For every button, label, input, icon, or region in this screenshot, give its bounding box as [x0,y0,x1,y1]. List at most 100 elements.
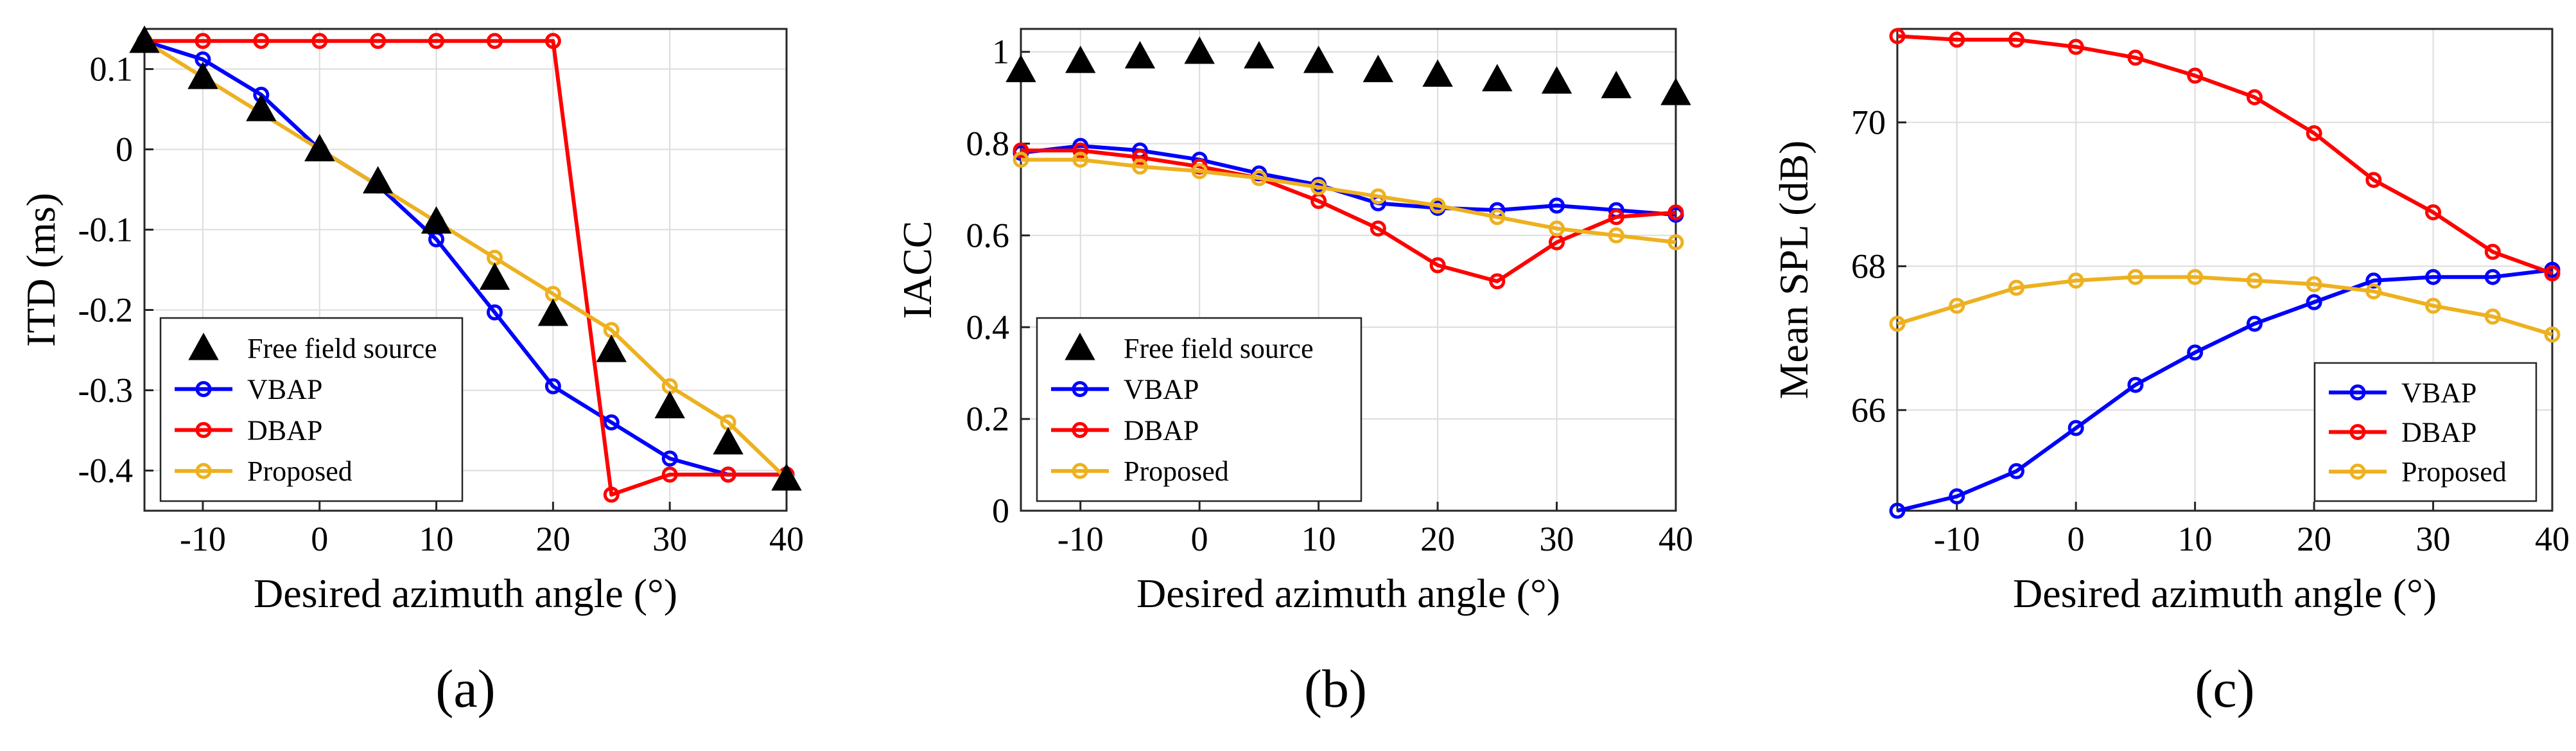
y-tick-label: -0.2 [78,291,133,330]
x-tick-label: -10 [180,520,226,558]
data-point [2425,297,2442,314]
data-point [1072,152,1089,168]
data-point-triangle [304,134,335,162]
data-point [486,304,503,321]
data-point [2008,31,2024,48]
data-point [370,33,387,49]
data-point [2067,39,2084,55]
series-dbap [1013,142,1684,290]
series-proposed [1013,152,1684,251]
data-point [2306,294,2322,310]
legend-label: VBAP [2401,377,2476,409]
data-point [1608,227,1624,243]
data-point [1949,297,1965,314]
legend-label: VBAP [247,374,322,405]
x-tick-label: 10 [2178,520,2213,558]
x-axis-title: Desired azimuth angle (°) [254,570,677,616]
series-line [1897,268,2553,513]
data-point [2127,376,2144,393]
legend-label: Proposed [1124,455,1229,487]
series-line [1020,144,1676,217]
data-point [1889,28,1906,44]
y-tick-label: 0.1 [90,50,134,89]
data-point-triangle [654,391,685,419]
y-tick-label: 68 [1851,247,1886,285]
data-point [2008,463,2024,479]
data-point [1191,163,1208,179]
data-point [1429,257,1446,274]
data-point [195,33,211,49]
data-point [2484,269,2501,285]
legend-swatch-marker [195,463,212,479]
legend-label: DBAP [1124,414,1199,446]
data-point [2484,243,2501,260]
legend-label: VBAP [1124,374,1199,405]
series-vbap [1013,137,1684,223]
y-tick-label: -0.3 [78,371,133,410]
y-tick-label: 0 [992,491,1009,530]
data-point [311,33,328,49]
data-point-triangle [1660,77,1691,105]
legend-swatch-marker [1072,381,1088,398]
data-point [2306,125,2322,141]
legend-label: Free field source [1124,333,1314,364]
tick-labels: -10 0 10 20 30 40 66 68 70 [1851,103,2570,558]
y-tick-label: 0 [116,130,133,169]
data-point [1949,488,1965,505]
series-proposed [1889,269,2561,343]
y-tick-label: 0.2 [966,400,1010,438]
series-free-field-source [129,25,802,491]
data-point [2067,420,2084,436]
legend-swatch-marker [1072,421,1088,438]
data-point [2246,89,2263,105]
data-point [2127,269,2144,285]
y-axis-title: IACC [894,221,940,319]
legend-label: Proposed [2401,456,2507,488]
data-point [1251,170,1267,186]
legend-swatch-marker [195,421,212,438]
y-tick-label: 70 [1851,103,1886,142]
x-tick-label: 40 [2535,520,2570,558]
series-line [1897,275,2553,337]
panel-caption: (c) [2195,659,2254,719]
y-tick-label: 1 [992,33,1009,71]
data-point [1013,142,1029,159]
data-point [2365,172,2382,188]
y-tick-label: -0.1 [78,211,133,249]
data-point [720,466,736,483]
data-point-triangle [362,166,394,194]
data-point-triangle [1303,45,1334,73]
tick-labels: -10 0 10 20 30 40 0.1 0 -0.1 -0.2 -0.3 -0.4 [78,50,804,559]
legend-swatch-marker [2349,384,2366,401]
data-point-triangle [596,334,627,362]
y-tick-label: 0.4 [966,308,1010,346]
data-point [1131,149,1148,166]
data-point [253,33,270,49]
legend-swatch-marker [1065,332,1095,360]
plot-frame [143,28,788,512]
data-point [1667,204,1684,221]
data-point-triangle [246,93,277,121]
plot-frame [1020,28,1677,512]
legend: VBAP DBAP Proposed [2313,362,2537,502]
data-point [2008,279,2024,296]
data-point [1370,188,1386,205]
legend-swatch-marker [188,332,219,360]
data-point [2544,265,2561,282]
y-tick-label: -0.4 [78,452,133,490]
data-point [2127,49,2144,66]
x-axis-title: Desired azimuth angle (°) [2013,570,2437,616]
legend-label: DBAP [2401,417,2476,448]
x-tick-label: 40 [1658,520,1693,558]
series-line [1021,157,1676,245]
panel-caption: (b) [1304,659,1367,719]
data-point [661,466,678,483]
legend-label: Proposed [247,455,352,487]
data-point [1370,220,1386,237]
data-point [661,450,678,467]
data-point [544,378,561,394]
x-tick-label: 0 [2067,520,2085,558]
series-line [143,39,788,481]
